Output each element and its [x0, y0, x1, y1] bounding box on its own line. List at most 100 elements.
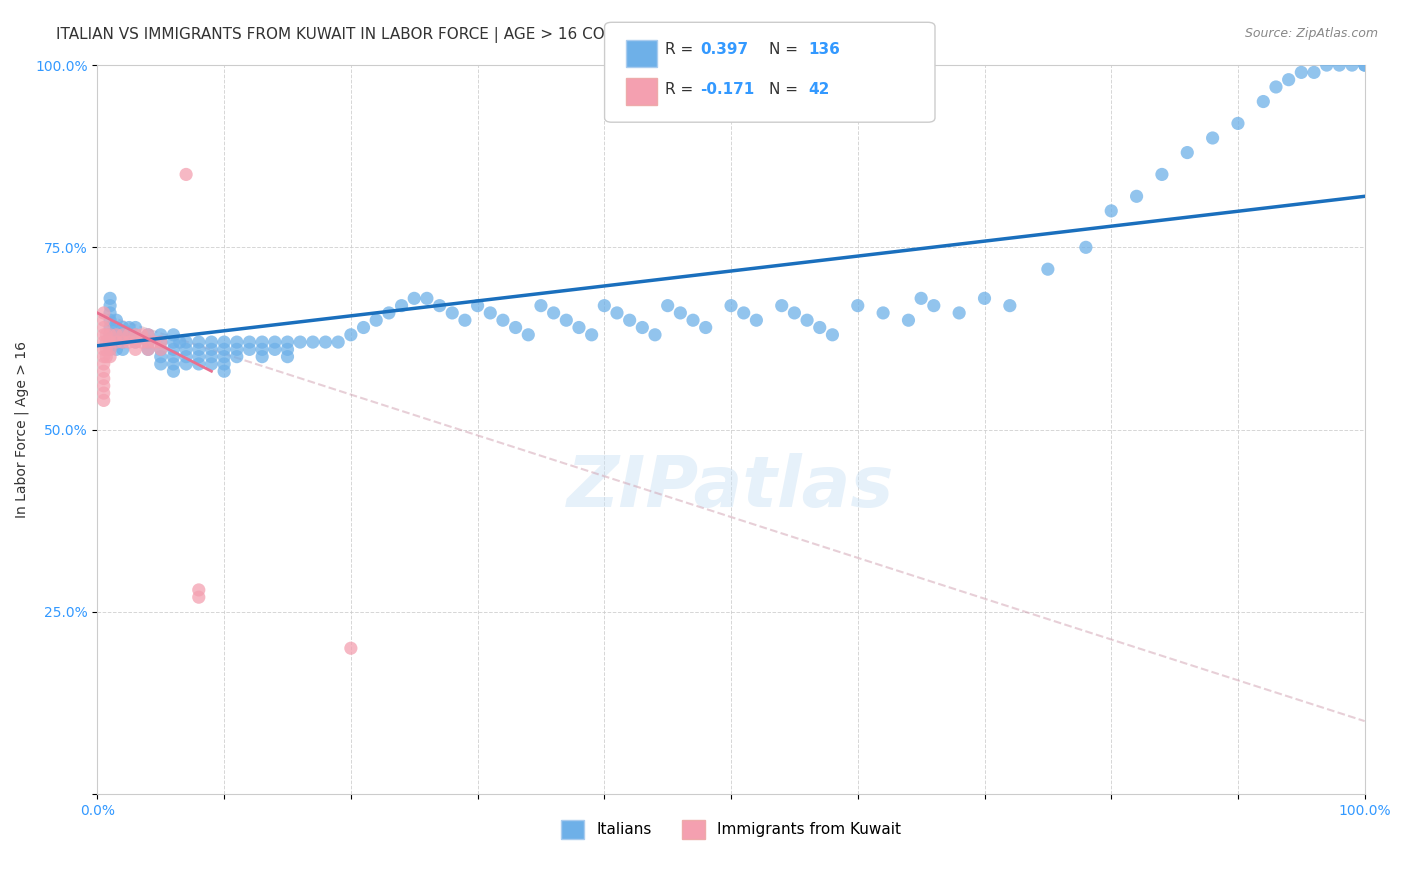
Point [238, 343, 260, 357]
Point [149, 327, 172, 342]
Point [669, 306, 692, 320]
Point [111, 327, 134, 342]
Point [98, 306, 121, 320]
Point [1316, 58, 1339, 72]
Point [187, 591, 209, 605]
Point [93, 357, 115, 371]
Point [973, 291, 995, 305]
Point [136, 343, 159, 357]
Point [1278, 72, 1301, 87]
Point [105, 327, 128, 342]
Point [111, 320, 134, 334]
Point [391, 299, 413, 313]
Point [581, 327, 603, 342]
Point [1201, 131, 1223, 145]
Point [200, 343, 222, 357]
Point [105, 327, 128, 342]
Point [149, 335, 172, 350]
Point [238, 335, 260, 350]
Point [568, 320, 591, 334]
Point [555, 313, 578, 327]
Point [149, 335, 172, 350]
Point [340, 641, 363, 656]
Point [98, 320, 121, 334]
Point [96, 343, 118, 357]
Point [479, 306, 502, 320]
Point [98, 327, 121, 342]
Point [1125, 189, 1147, 203]
Point [162, 343, 184, 357]
Point [174, 335, 197, 350]
Point [315, 335, 337, 350]
Point [187, 335, 209, 350]
Point [124, 343, 146, 357]
Point [200, 357, 222, 371]
Point [872, 306, 894, 320]
Point [657, 299, 679, 313]
Point [378, 306, 401, 320]
Point [897, 313, 920, 327]
Text: ZIPatlas: ZIPatlas [568, 453, 894, 523]
Point [366, 313, 388, 327]
Text: ITALIAN VS IMMIGRANTS FROM KUWAIT IN LABOR FORCE | AGE > 16 CORRELATION CHART: ITALIAN VS IMMIGRANTS FROM KUWAIT IN LAB… [56, 27, 748, 43]
Point [124, 335, 146, 350]
Point [263, 335, 285, 350]
Point [1341, 58, 1364, 72]
Point [111, 343, 134, 357]
Point [136, 335, 159, 350]
Point [1329, 58, 1351, 72]
Point [454, 313, 477, 327]
Text: N =: N = [769, 42, 803, 56]
Point [212, 364, 235, 378]
Point [162, 335, 184, 350]
Point [1074, 240, 1097, 254]
Point [340, 327, 363, 342]
Point [149, 343, 172, 357]
Point [93, 343, 115, 357]
Point [93, 386, 115, 401]
Point [922, 299, 945, 313]
Point [174, 350, 197, 364]
Point [98, 299, 121, 313]
Point [733, 306, 755, 320]
Point [96, 335, 118, 350]
Point [98, 313, 121, 327]
Point [404, 291, 426, 305]
Point [288, 335, 311, 350]
Point [93, 306, 115, 320]
Point [212, 357, 235, 371]
Point [429, 299, 451, 313]
Point [225, 343, 247, 357]
Text: R =: R = [665, 82, 699, 96]
Point [682, 313, 704, 327]
Point [225, 335, 247, 350]
Point [98, 335, 121, 350]
Point [118, 327, 141, 342]
Point [105, 320, 128, 334]
Point [98, 343, 121, 357]
Point [695, 320, 717, 334]
Point [1291, 65, 1313, 79]
Point [187, 582, 209, 597]
Point [1099, 203, 1122, 218]
Point [441, 306, 464, 320]
Point [111, 335, 134, 350]
Point [174, 168, 197, 182]
Point [606, 306, 628, 320]
Point [276, 350, 298, 364]
Point [149, 357, 172, 371]
Point [770, 299, 793, 313]
Point [93, 335, 115, 350]
Point [505, 320, 527, 334]
Legend: Italians, Immigrants from Kuwait: Italians, Immigrants from Kuwait [555, 814, 907, 845]
Point [998, 299, 1021, 313]
Point [821, 327, 844, 342]
Point [124, 327, 146, 342]
Y-axis label: In Labor Force | Age > 16: In Labor Force | Age > 16 [15, 341, 30, 518]
Point [93, 327, 115, 342]
Point [93, 364, 115, 378]
Point [416, 291, 439, 305]
Text: Source: ZipAtlas.com: Source: ZipAtlas.com [1244, 27, 1378, 40]
Point [93, 350, 115, 364]
Point [910, 291, 932, 305]
